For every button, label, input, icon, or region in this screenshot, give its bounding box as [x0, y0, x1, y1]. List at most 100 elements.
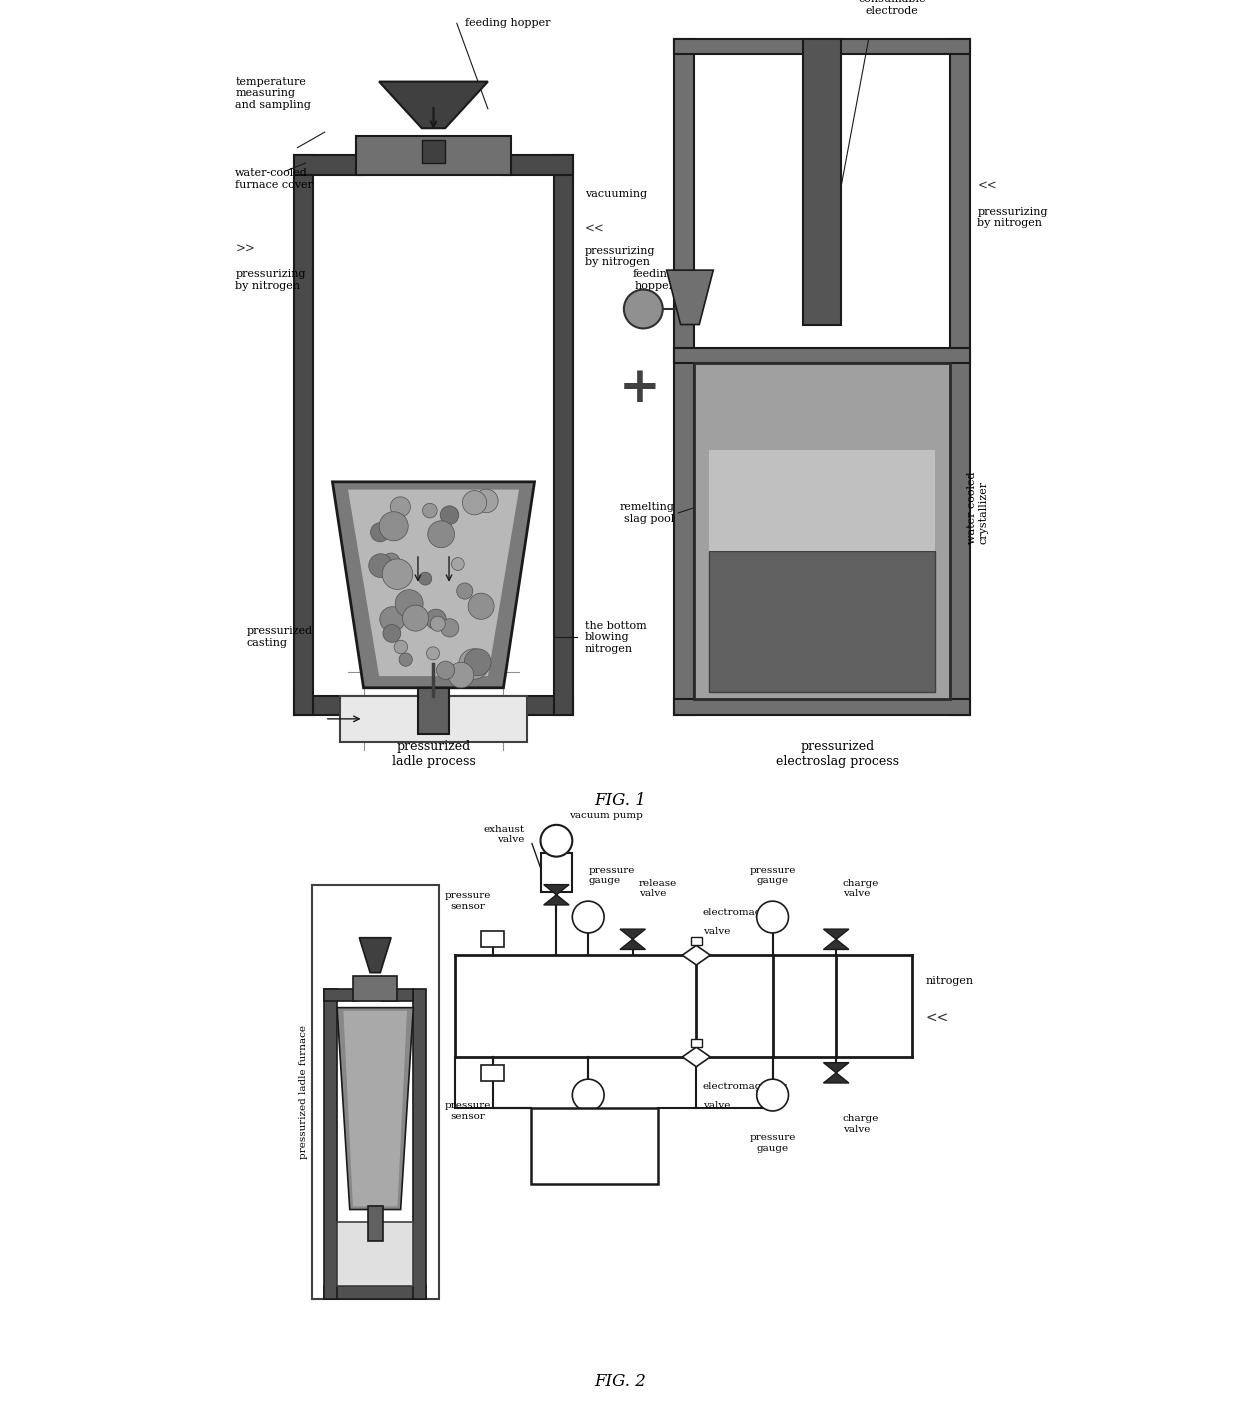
Polygon shape — [332, 482, 534, 688]
Bar — [382, 989, 413, 1002]
Text: charge
valve: charge valve — [842, 1113, 879, 1133]
Bar — [294, 695, 573, 715]
Polygon shape — [667, 270, 713, 325]
Text: vacuum pump: vacuum pump — [569, 811, 644, 820]
Circle shape — [428, 521, 455, 548]
Circle shape — [541, 825, 573, 856]
Bar — [675, 38, 694, 715]
Circle shape — [440, 619, 459, 637]
Text: N₂: N₂ — [440, 557, 459, 571]
Text: feeding hopper: feeding hopper — [465, 18, 551, 28]
Circle shape — [440, 506, 459, 524]
Polygon shape — [823, 1063, 849, 1082]
Text: +: + — [619, 365, 661, 413]
Bar — [294, 155, 312, 715]
Text: pressurizing
by nitrogen: pressurizing by nitrogen — [977, 206, 1048, 229]
Circle shape — [456, 584, 472, 599]
Bar — [325, 989, 356, 1002]
Text: FIG. 2: FIG. 2 — [594, 1372, 646, 1390]
Text: pressure
gauge: pressure gauge — [749, 1133, 796, 1153]
Text: electromagnetic: electromagnetic — [703, 909, 789, 917]
Text: release
valve: release valve — [639, 879, 677, 899]
Polygon shape — [379, 82, 487, 129]
Bar — [422, 140, 445, 164]
Bar — [694, 363, 950, 699]
Circle shape — [379, 512, 408, 541]
Bar — [325, 989, 337, 1299]
Polygon shape — [348, 489, 520, 675]
Text: consumable
electrode: consumable electrode — [858, 0, 926, 16]
Text: the bottom
blowing
nitrogen: the bottom blowing nitrogen — [585, 620, 647, 654]
Text: >>: >> — [236, 242, 255, 256]
Bar — [367, 1207, 383, 1241]
Bar — [353, 976, 398, 1002]
Polygon shape — [343, 1010, 407, 1207]
Text: nitrogen: nitrogen — [925, 975, 973, 986]
Text: valve: valve — [703, 1102, 730, 1111]
Circle shape — [382, 552, 401, 571]
Bar — [802, 38, 842, 325]
Text: pressurized ladle furnace: pressurized ladle furnace — [300, 1024, 309, 1159]
Text: water-cooled
furnace cover: water-cooled furnace cover — [236, 168, 314, 189]
Bar — [675, 699, 970, 715]
Circle shape — [388, 513, 404, 528]
Circle shape — [379, 606, 405, 632]
Circle shape — [396, 589, 423, 617]
Circle shape — [451, 558, 464, 571]
Circle shape — [403, 605, 429, 632]
Text: feeding
hopper: feeding hopper — [632, 268, 675, 291]
Circle shape — [573, 901, 604, 933]
Text: water cooled
crystallizer: water cooled crystallizer — [967, 472, 988, 544]
Circle shape — [430, 616, 445, 632]
Bar — [356, 136, 511, 175]
Text: vacuuming: vacuuming — [585, 189, 647, 199]
Bar — [691, 1039, 702, 1047]
Circle shape — [423, 503, 438, 519]
Circle shape — [756, 901, 789, 933]
Text: exhaust
valve: exhaust valve — [484, 825, 525, 844]
Bar — [675, 38, 970, 54]
Circle shape — [436, 661, 455, 680]
Text: <<: << — [977, 179, 997, 194]
Text: valve: valve — [703, 927, 730, 935]
Text: <<: << — [925, 1012, 949, 1026]
Bar — [709, 449, 935, 551]
Circle shape — [464, 649, 491, 675]
Text: PI: PI — [583, 1091, 594, 1099]
Circle shape — [383, 625, 401, 643]
Polygon shape — [823, 930, 849, 950]
Text: PI: PI — [768, 1091, 779, 1099]
Circle shape — [756, 1080, 789, 1111]
Circle shape — [394, 640, 408, 654]
Text: pressure
gauge: pressure gauge — [588, 866, 635, 885]
Circle shape — [425, 609, 446, 630]
Bar — [481, 931, 505, 947]
Text: PI: PI — [768, 913, 779, 921]
Text: pressurizing
by nitrogen: pressurizing by nitrogen — [236, 268, 306, 291]
Bar — [311, 885, 439, 1299]
Bar — [337, 1222, 413, 1286]
Circle shape — [391, 497, 410, 517]
Circle shape — [463, 490, 486, 514]
Circle shape — [475, 489, 498, 513]
Bar — [950, 38, 970, 715]
Text: pressurized
ladle process: pressurized ladle process — [392, 740, 475, 767]
Circle shape — [467, 593, 495, 619]
Circle shape — [419, 572, 432, 585]
Circle shape — [368, 554, 393, 578]
Text: pressurized
electroslag process: pressurized electroslag process — [776, 740, 899, 767]
Bar — [325, 1286, 427, 1299]
Text: temperature
measuring
and sampling: temperature measuring and sampling — [236, 76, 311, 110]
Text: remelting
slag pool: remelting slag pool — [620, 502, 675, 524]
Circle shape — [459, 649, 490, 680]
Bar — [481, 1065, 505, 1081]
Bar — [340, 695, 527, 742]
Text: pressure
sensor: pressure sensor — [444, 1102, 491, 1121]
Polygon shape — [682, 1047, 711, 1067]
Circle shape — [427, 647, 439, 660]
Circle shape — [371, 523, 389, 541]
Bar — [294, 155, 363, 175]
Circle shape — [624, 290, 662, 328]
Circle shape — [382, 560, 413, 589]
Text: pressurized
casting: pressurized casting — [247, 626, 312, 649]
